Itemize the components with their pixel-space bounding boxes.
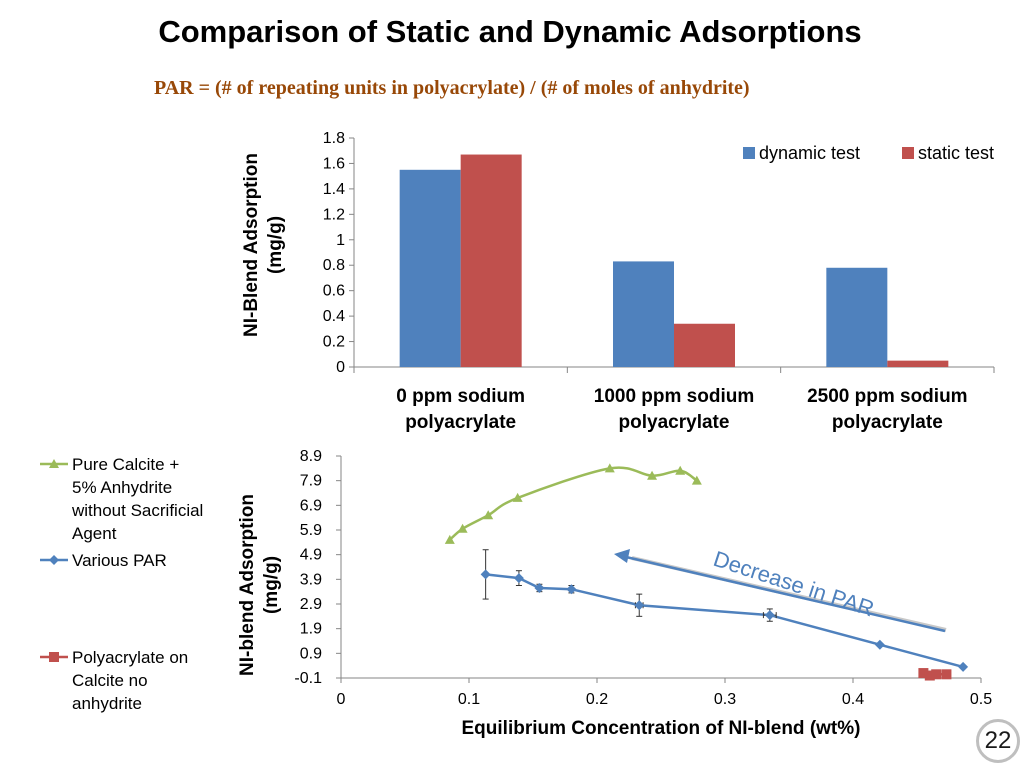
line-x-tick-label: 0.2 [586,691,608,708]
line-y-tick-label: 5.9 [300,522,322,539]
bar-legend: dynamic test static test [743,143,994,163]
slide-title: Comparison of Static and Dynamic Adsorpt… [158,14,862,49]
bar-y-tick-label: 0 [336,359,345,376]
calcite-anhydrite-point [457,523,468,533]
calcite-anhydrite-point [647,470,658,480]
polyacrylate-calcite-point [941,669,952,680]
calcite-anhydrite-legend-label: Agent [72,524,117,543]
calcite-anhydrite-legend-label: without Sacrificial [71,501,203,520]
polyacrylate-calcite-legend-label: Calcite no [72,671,148,690]
polyacrylate-calcite-legend-marker [49,652,59,662]
static-test-bar [460,154,522,367]
bar-y-tick-label: 0.6 [323,283,345,300]
line-x-tick-label: 0.3 [714,691,736,708]
dynamic-test-bar [399,169,461,367]
line-y-tick-label: 7.9 [300,473,322,490]
arrow-head [614,549,630,563]
dynamic-test-bar [826,267,888,367]
polyacrylate-calcite-legend-label: anhydrite [72,694,142,713]
static-test-bar [887,360,949,367]
line-legend: Pure Calcite + 5% Anhydrite without Sacrif… [40,455,203,713]
line-x-tick-label: 0.4 [842,691,864,708]
bar-category-label: polyacrylate [619,412,730,433]
line-x-tick-label: 0.1 [458,691,480,708]
line-y-tick-label: -0.1 [294,670,322,687]
line-y-axis-title-line: (mg/g) [261,556,282,614]
various-par-legend-label: Various PAR [72,551,167,570]
bar-y-axis-title: NI-Blend Adsorption (mg/g) [241,153,286,337]
calcite-anhydrite-legend-marker [49,459,59,468]
arrow-shaft [625,555,946,633]
line-x-tick-label: 0.5 [970,691,992,708]
various-par-point [513,573,524,584]
polyacrylate-calcite-point [924,670,935,681]
bar-category-label: polyacrylate [832,412,943,433]
bar-y-tick-label: 1.4 [323,181,345,198]
polyacrylate-calcite-series [918,668,952,681]
various-par-point [534,582,545,593]
calcite-anhydrite-point [604,463,615,473]
line-x-axis-title: Equilibrium Concentration of NI-blend (w… [462,718,861,739]
legend-static-label: static test [918,143,994,163]
calcite-anhydrite-point [444,534,455,544]
legend-static-swatch [902,147,914,159]
line-y-tick-label: 2.9 [300,596,322,613]
polyacrylate-calcite-legend-label: Polyacrylate on [72,648,188,667]
bar-y-tick-label: 0.2 [323,334,345,351]
various-par-point [874,639,885,650]
bar-chart: 0 0.2 0.4 0.6 0.8 1 1.2 1.4 1.6 1.8 0 ppm sodium po… [241,130,995,433]
various-par-point [634,600,645,611]
line-y-tick-label: 8.9 [300,448,322,465]
various-par-series [480,549,969,672]
calcite-anhydrite-legend-label: 5% Anhydrite [72,478,172,497]
various-par-point [958,661,969,672]
calcite-anhydrite-legend-label: Pure Calcite + [72,455,179,474]
calcite-anhydrite-series [444,463,702,544]
line-y-axis-title: NI-blend Adsorption (mg/g) [237,494,282,676]
various-par-point [480,569,491,580]
bar-y-tick-label: 0.4 [323,308,345,325]
legend-dynamic-label: dynamic test [759,143,860,163]
calcite-anhydrite-line [448,466,698,541]
calcite-anhydrite-point [483,510,494,520]
bar-category-label: 1000 ppm sodium [594,386,755,407]
line-y-tick-label: 1.9 [300,621,322,638]
line-y-tick-label: 4.9 [300,547,322,564]
bar-y-tick-label: 0.8 [323,257,345,274]
calcite-anhydrite-point [691,475,702,485]
bar-y-tick-label: 1.8 [323,130,345,147]
various-par-legend-marker [49,555,59,565]
line-chart: -0.1 0.9 1.9 2.9 3.9 4.9 5.9 6.9 7.9 8.9 0 0.1 0.2 0.… [40,448,992,739]
bar-y-tick-label: 1.6 [323,155,345,172]
line-y-tick-label: 6.9 [300,497,322,514]
calcite-anhydrite-point [675,465,686,475]
various-par-point [566,584,577,595]
legend-dynamic-swatch [743,147,755,159]
bar-y-axis-title-line: NI-Blend Adsorption [241,153,262,337]
line-x-tick-label: 0 [337,691,346,708]
page-number-badge: 22 [976,719,1020,763]
dynamic-test-bar [613,261,674,367]
bar-y-axis-title-line: (mg/g) [265,216,286,274]
line-y-tick-label: 0.9 [300,645,322,662]
line-y-tick-label: 3.9 [300,571,322,588]
bar-category-label: 2500 ppm sodium [807,386,968,407]
polyacrylate-calcite-point [918,668,929,679]
bar-category-label: 0 ppm sodium [396,386,525,407]
bar-y-tick-label: 1 [336,232,345,249]
polyacrylate-calcite-point [931,669,942,680]
par-definition: PAR = (# of repeating units in polyacryl… [154,77,750,99]
static-test-bar [674,323,735,367]
bar-y-tick-label: 1.2 [323,206,345,223]
bar-category-label: polyacrylate [405,412,516,433]
various-par-line [485,573,964,669]
calcite-anhydrite-point [512,492,523,502]
line-y-axis-title-line: NI-blend Adsorption [237,494,258,676]
various-par-point [764,610,775,621]
